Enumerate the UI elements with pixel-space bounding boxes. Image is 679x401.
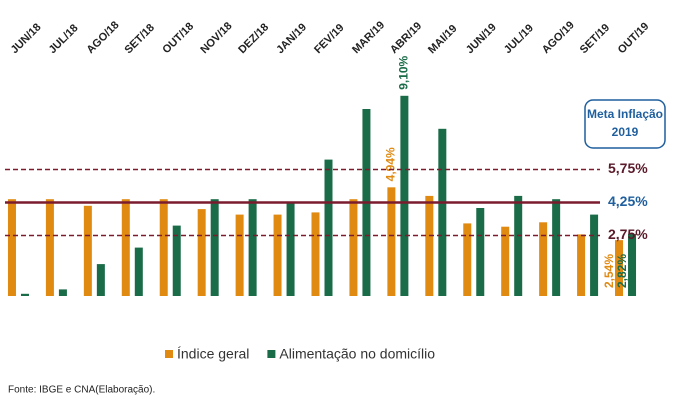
bar — [438, 128, 447, 296]
bar — [83, 205, 92, 296]
bar — [159, 199, 168, 296]
x-tick-label: MAR/19 — [350, 19, 387, 56]
bar — [324, 159, 333, 296]
bar — [20, 293, 29, 296]
x-tick-label: NOV/18 — [198, 20, 234, 56]
annotation-text: 2019 — [612, 125, 639, 139]
value-label: 2,54% — [602, 254, 616, 288]
annotation-box — [584, 99, 666, 149]
x-tick-label: SET/18 — [122, 22, 156, 56]
x-tick-label: JUN/19 — [464, 21, 499, 56]
source: Fonte: IBGE e CNA(Elaboração). — [8, 385, 155, 396]
bar — [273, 214, 282, 296]
x-tick-label: DEZ/18 — [236, 21, 271, 56]
bar — [539, 222, 548, 296]
bar — [476, 208, 485, 296]
bar — [45, 199, 54, 296]
value-label: 4,94% — [384, 147, 398, 181]
value-label: 2,82% — [615, 254, 629, 288]
bar — [58, 289, 67, 296]
bar — [577, 234, 586, 296]
x-tick-label: JUL/19 — [502, 22, 536, 56]
reference-label: 4,25% — [608, 193, 648, 209]
legend-swatch — [267, 350, 276, 358]
x-tick-label: JAN/19 — [274, 21, 309, 56]
bar — [552, 199, 561, 296]
bar — [96, 264, 105, 296]
bar — [387, 187, 396, 296]
reference-label: 2,75% — [608, 226, 648, 242]
bar — [501, 226, 510, 296]
bar — [248, 199, 257, 296]
bar — [235, 214, 244, 296]
bar — [628, 233, 637, 296]
x-tick-label: SET/19 — [578, 22, 612, 56]
bar — [590, 214, 599, 296]
x-tick-label: FEV/19 — [312, 22, 346, 56]
bar — [286, 202, 295, 296]
bar — [210, 199, 219, 296]
value-label: 9,10% — [397, 55, 411, 89]
bar — [349, 199, 358, 296]
bar — [514, 195, 523, 296]
annotation-text: Meta Inflação — [587, 107, 663, 121]
x-tick-label: OUT/19 — [616, 20, 652, 56]
legend-label: Índice geral — [177, 346, 249, 362]
bar — [197, 209, 206, 296]
bar — [134, 247, 143, 296]
bar — [121, 199, 130, 296]
bar — [615, 240, 624, 296]
x-tick-label: MAI/19 — [426, 23, 460, 57]
x-tick-label: ABR/19 — [388, 20, 424, 56]
bar — [400, 95, 409, 296]
legend-swatch — [165, 350, 173, 358]
bar — [463, 223, 472, 296]
x-tick-label: JUN/18 — [9, 21, 44, 56]
bar — [7, 199, 16, 296]
bar — [425, 195, 434, 296]
bar — [311, 212, 320, 296]
bar — [172, 225, 181, 296]
x-tick-label: JUL/18 — [47, 22, 81, 56]
x-tick-label: AGO/19 — [540, 19, 577, 56]
legend-label: Alimentação no domicílio — [279, 346, 435, 362]
x-tick-label: OUT/18 — [160, 20, 196, 56]
x-tick-label: AGO/18 — [85, 19, 122, 56]
reference-label: 5,75% — [608, 160, 648, 176]
